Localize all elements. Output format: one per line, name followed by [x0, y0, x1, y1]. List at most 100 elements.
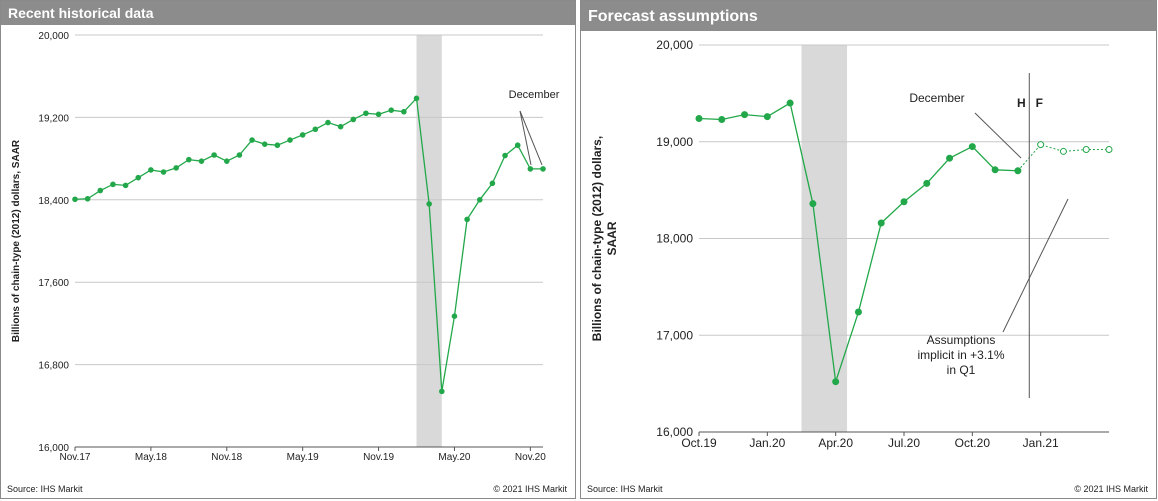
data-point: [198, 158, 205, 164]
data-point: [900, 198, 908, 206]
historical-chart-panel: Recent historical data 16,000 16,800 17,60…: [0, 0, 576, 499]
data-point: [741, 111, 749, 119]
x-tick-label: Jan.20: [749, 436, 785, 450]
data-point: [325, 119, 331, 126]
data-point: [135, 174, 142, 181]
data-point: [401, 108, 407, 115]
x-tick-label: Oct.20: [955, 436, 991, 450]
y-tick-label: 20,000: [656, 38, 693, 52]
data-point: [110, 181, 116, 188]
data-point: [832, 378, 840, 386]
y-tick-label: 16,800: [38, 361, 69, 372]
x-tick-label: Oct.19: [681, 436, 717, 450]
history-line: [74, 96, 543, 392]
annotation-leader: [974, 112, 1022, 159]
data-point: [312, 126, 319, 133]
assumptions-annotation-line: implicit in +3.1%: [917, 348, 1004, 362]
annotation-leader: [519, 110, 543, 166]
data-point: [923, 179, 931, 187]
y-tick-label: 16,000: [656, 425, 693, 439]
copyright-note: © 2021 IHS Markit: [1074, 484, 1148, 494]
x-tick-label: Jan.21: [1023, 436, 1059, 450]
x-tick-label: May.20: [438, 452, 470, 463]
data-point: [186, 156, 192, 163]
december-annotation: December: [909, 91, 964, 105]
data-point: [877, 219, 885, 227]
data-point: [527, 166, 534, 172]
panel-title: Forecast assumptions: [581, 1, 1156, 31]
x-tick-label: Nov.19: [363, 452, 394, 463]
recession-shading: [416, 35, 442, 447]
source-note: Source: IHS Markit: [587, 484, 663, 494]
data-point: [350, 116, 357, 123]
y-axis-title-line2: SAAR: [605, 221, 619, 255]
x-tick-label: May.18: [135, 452, 167, 463]
forecast-data-point: [1082, 145, 1090, 153]
data-point: [223, 158, 230, 164]
data-point: [809, 200, 817, 208]
data-point: [274, 142, 281, 149]
data-point: [287, 137, 293, 143]
data-point: [249, 137, 255, 143]
data-point: [451, 313, 458, 319]
forecast-data-point: [1059, 147, 1067, 155]
y-tick-label: 16,000: [38, 443, 69, 454]
data-point: [786, 99, 794, 107]
data-point: [236, 152, 243, 158]
data-point: [540, 166, 546, 172]
data-point: [299, 132, 306, 138]
forecast-chart-panel: Forecast assumptions 16,000 17,000 18,000 1…: [580, 0, 1157, 499]
x-tick-label: Nov.20: [515, 452, 546, 463]
forecast-chart: 16,000 17,000 18,000 19,000 20,000 Oct.19 Jan.…: [590, 38, 1113, 450]
data-point: [854, 308, 862, 316]
y-axis-title: Billions of chain-type (2012) dollars, S…: [11, 139, 22, 342]
annotation-leader: [1002, 198, 1069, 333]
data-point: [763, 113, 771, 121]
data-point: [388, 107, 395, 113]
data-point: [148, 167, 154, 173]
data-point: [122, 182, 129, 189]
data-point: [464, 216, 470, 223]
data-point: [84, 195, 91, 202]
forecast-label: F: [1036, 96, 1043, 110]
x-tick-label: May.19: [287, 452, 319, 463]
x-tick-label: Nov.18: [211, 452, 242, 463]
history-label: H: [1017, 96, 1026, 110]
forecast-line: [1017, 144, 1109, 172]
y-tick-label: 19,000: [656, 135, 693, 149]
y-tick-label: 17,600: [38, 278, 69, 289]
data-point: [337, 123, 344, 130]
data-point: [718, 115, 726, 123]
data-point: [514, 142, 521, 149]
data-point: [261, 141, 268, 147]
forecast-data-point: [1105, 145, 1113, 153]
y-tick-label: 20,000: [38, 31, 69, 42]
y-tick-label: 17,000: [656, 328, 693, 342]
data-point: [439, 388, 445, 395]
data-point: [97, 187, 104, 194]
y-tick-label: 18,400: [38, 196, 69, 207]
data-point: [502, 152, 508, 159]
source-note: Source: IHS Markit: [7, 484, 83, 494]
assumptions-annotation-line: Assumptions: [927, 333, 996, 347]
y-axis-title: Billions of chain-type (2012) dollars,: [590, 136, 604, 341]
data-point: [160, 169, 167, 175]
data-point: [363, 110, 369, 117]
x-tick-label: Apr.20: [818, 436, 853, 450]
data-point: [489, 180, 496, 187]
data-point: [968, 143, 976, 151]
annotation-leader: [519, 110, 532, 165]
data-point: [211, 152, 217, 158]
x-tick-label: Jul.20: [888, 436, 920, 450]
assumptions-annotation-line: in Q1: [947, 363, 976, 377]
data-point: [426, 201, 432, 207]
data-point: [476, 197, 483, 203]
data-point: [413, 95, 420, 102]
data-point: [375, 111, 382, 118]
y-tick-label: 18,000: [656, 232, 693, 246]
panel-title: Recent historical data: [1, 1, 575, 25]
copyright-note: © 2021 IHS Markit: [493, 484, 567, 494]
data-point: [991, 166, 999, 174]
data-point: [72, 196, 78, 203]
historical-chart: 16,000 16,800 17,600 18,400 19,200 20,000 Nov.…: [11, 31, 560, 463]
